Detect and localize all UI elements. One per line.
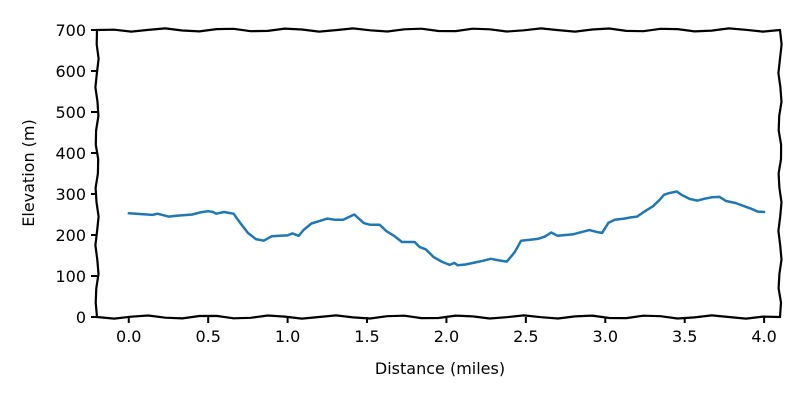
y-tick-label: 100 (55, 267, 86, 286)
frame-top (95, 27, 782, 33)
axis-ticks (91, 29, 766, 323)
frame-bottom (95, 314, 782, 320)
y-tick-label: 200 (55, 226, 86, 245)
x-axis-label: Distance (miles) (375, 359, 505, 378)
y-tick-label: 0 (76, 308, 86, 327)
x-tick-label: 2.0 (434, 327, 459, 346)
x-tick-label: 3.5 (672, 327, 697, 346)
tick-labels: 0.0 0.5 1.0 1.5 2.0 2.5 3.0 3.5 4.0 0 100 200 300 400… (55, 21, 776, 346)
series-layer (127, 190, 766, 267)
y-tick-label: 700 (55, 21, 86, 40)
plot-frame (94, 27, 783, 320)
x-tick-label: 2.5 (513, 327, 538, 346)
y-tick-label: 300 (55, 185, 86, 204)
x-tick-label: 0.0 (116, 327, 141, 346)
y-axis-label: Elevation (m) (19, 119, 38, 226)
x-tick-label: 4.0 (751, 327, 776, 346)
y-tick-label: 400 (55, 144, 86, 163)
y-tick-label: 600 (55, 62, 86, 81)
x-tick-label: 1.0 (275, 327, 300, 346)
y-tick-label: 500 (55, 103, 86, 122)
x-tick-label: 1.5 (354, 327, 379, 346)
frame-right (777, 28, 783, 319)
x-tick-label: 3.0 (593, 327, 618, 346)
elevation-series-line (127, 190, 766, 267)
frame-left (94, 28, 100, 319)
x-tick-label: 0.5 (195, 327, 220, 346)
